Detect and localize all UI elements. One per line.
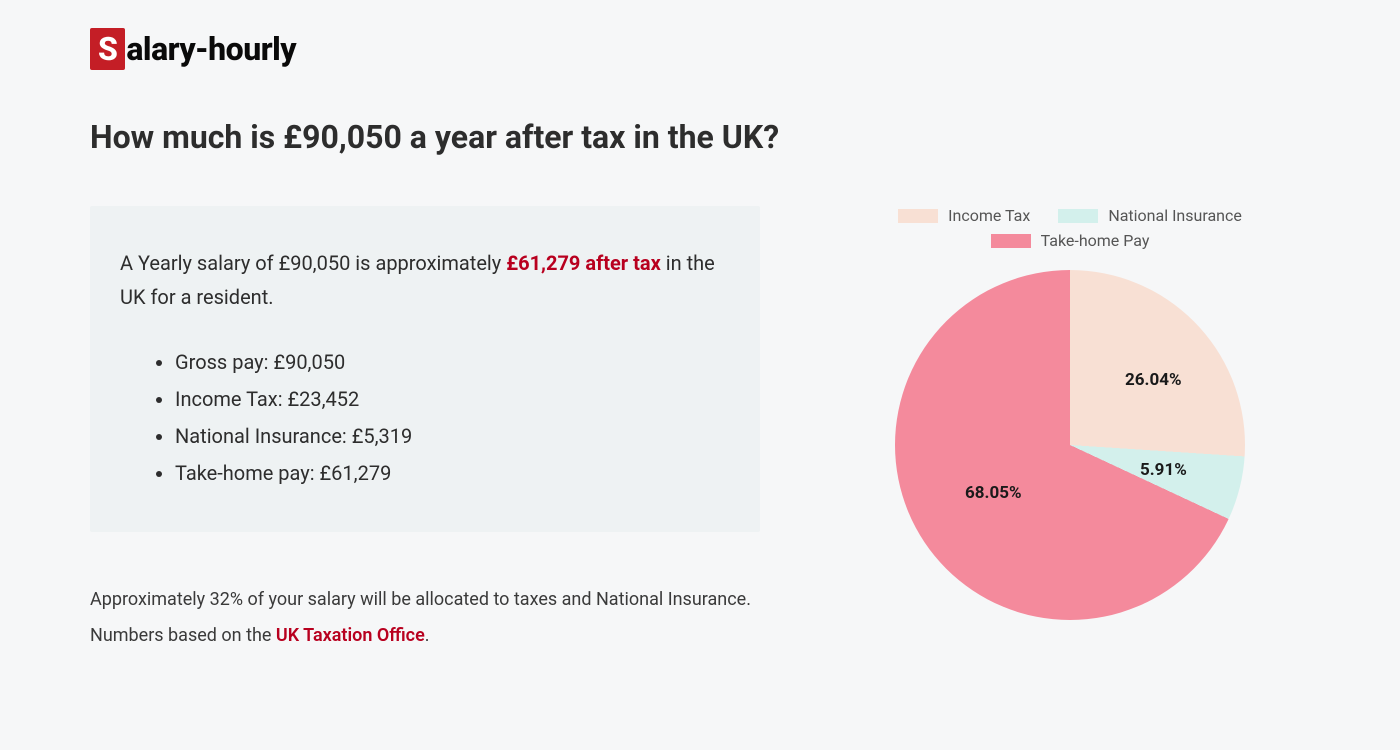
- legend-label: National Insurance: [1108, 206, 1242, 225]
- footnote-line2-before: Numbers based on the: [90, 625, 276, 646]
- legend-label: Take-home Pay: [1041, 231, 1150, 250]
- footnote-line1: Approximately 32% of your salary will be…: [90, 589, 751, 610]
- legend-item: Take-home Pay: [991, 231, 1150, 250]
- legend-swatch: [1058, 209, 1098, 223]
- footnote-line2-after: .: [425, 625, 430, 646]
- summary-box: A Yearly salary of £90,050 is approximat…: [90, 206, 760, 532]
- chart-column: Income Tax National Insurance Take-home …: [840, 206, 1300, 620]
- intro-text: A Yearly salary of £90,050 is approximat…: [120, 246, 730, 314]
- left-column: A Yearly salary of £90,050 is approximat…: [90, 206, 760, 654]
- main-layout: A Yearly salary of £90,050 is approximat…: [90, 206, 1310, 654]
- legend-item: Income Tax: [898, 206, 1030, 225]
- list-item: National Insurance: £5,319: [175, 418, 730, 455]
- intro-before: A Yearly salary of £90,050 is approximat…: [120, 251, 506, 275]
- list-item: Income Tax: £23,452: [175, 381, 730, 418]
- legend-swatch: [991, 234, 1031, 248]
- breakdown-list: Gross pay: £90,050 Income Tax: £23,452 N…: [120, 344, 730, 492]
- pie-label: 68.05%: [965, 483, 1022, 503]
- logo: Salary-hourly: [90, 30, 1310, 68]
- footnote: Approximately 32% of your salary will be…: [90, 582, 760, 654]
- legend-label: Income Tax: [948, 206, 1030, 225]
- page-title: How much is £90,050 a year after tax in …: [90, 118, 1310, 156]
- list-item: Gross pay: £90,050: [175, 344, 730, 381]
- pie-chart: 26.04% 5.91% 68.05%: [895, 270, 1245, 620]
- pie-label: 5.91%: [1140, 460, 1187, 480]
- intro-highlight: £61,279 after tax: [506, 251, 661, 275]
- logo-prefix: S: [90, 28, 125, 70]
- legend-item: National Insurance: [1058, 206, 1242, 225]
- legend-swatch: [898, 209, 938, 223]
- footnote-link[interactable]: UK Taxation Office: [276, 625, 425, 646]
- pie-label: 26.04%: [1125, 370, 1182, 390]
- list-item: Take-home pay: £61,279: [175, 455, 730, 492]
- logo-rest: alary-hourly: [126, 30, 296, 68]
- pie-circle: [895, 270, 1245, 620]
- chart-legend: Income Tax National Insurance Take-home …: [840, 206, 1300, 250]
